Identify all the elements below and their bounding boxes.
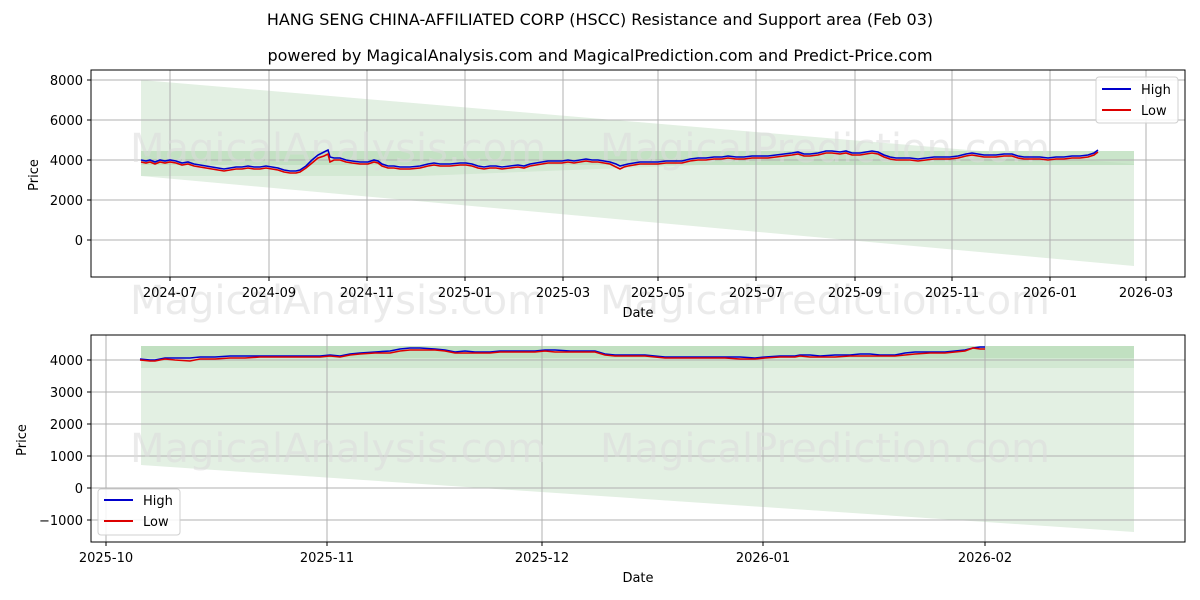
x-tick-label: 2024-11: [340, 286, 394, 301]
bottom-tick-marks: [87, 359, 986, 546]
chart-subtitle: powered by MagicalAnalysis.com and Magic…: [267, 46, 933, 65]
y-tick-label: −1000: [39, 514, 83, 529]
y-tick-label: 4000: [50, 354, 83, 369]
top-axes-frame: [90, 69, 1186, 278]
y-tick-label: 3000: [50, 386, 83, 401]
y-tick-label: 6000: [50, 114, 83, 129]
watermark-text: MagicalPrediction.com: [600, 278, 1050, 324]
y-tick-label: 0: [75, 482, 83, 497]
watermark-text: MagicalPrediction.com: [600, 126, 1050, 172]
y-tick-label: 8000: [50, 74, 83, 89]
x-tick-label: 2025-11: [925, 286, 979, 301]
x-axis-label: Date: [622, 571, 653, 586]
chart-title: HANG SENG CHINA-AFFILIATED CORP (HSCC) R…: [266, 10, 934, 29]
x-tick-label: 2026-02: [958, 551, 1012, 566]
top-light-band: [141, 80, 1134, 266]
x-tick-label: 2025-01: [438, 286, 492, 301]
bottom-grid: [91, 335, 1185, 542]
bottom-high-line: [139, 346, 985, 361]
top-grid: [91, 70, 1185, 277]
x-tick-label: 2026-01: [1023, 286, 1077, 301]
top-high-line: [140, 148, 1099, 172]
watermark-text: MagicalPrediction.com: [600, 426, 1050, 472]
legend-high-label: High: [1141, 83, 1171, 98]
bottom-axes-frame: [90, 334, 1186, 543]
x-tick-label: 2025-09: [828, 286, 882, 301]
watermark-text: MagicalAnalysis.com: [130, 278, 546, 324]
y-tick-label: 1000: [50, 450, 83, 465]
legend-low-label: Low: [1141, 104, 1167, 119]
bottom-chart: MagicalAnalysis.com MagicalPrediction.co…: [15, 334, 1186, 586]
x-tick-label: 2025-05: [631, 286, 685, 301]
x-tick-label: 2026-03: [1119, 286, 1173, 301]
x-tick-label: 2025-03: [536, 286, 590, 301]
bottom-low-line: [139, 347, 985, 362]
x-axis-label: Date: [622, 306, 653, 321]
y-axis-label: Price: [15, 424, 30, 456]
legend-low-label: Low: [143, 515, 169, 530]
top-dark-band-lower: [141, 165, 700, 176]
x-tick-label: 2025-10: [79, 551, 133, 566]
y-tick-label: 0: [75, 234, 83, 249]
y-tick-label: 2000: [50, 418, 83, 433]
x-tick-label: 2025-07: [729, 286, 783, 301]
x-tick-label: 2025-11: [300, 551, 354, 566]
x-tick-label: 2025-12: [515, 551, 569, 566]
top-tick-marks: [87, 79, 1147, 281]
x-tick-label: 2024-09: [242, 286, 296, 301]
watermark-text: MagicalAnalysis.com: [130, 426, 546, 472]
y-tick-label: 2000: [50, 194, 83, 209]
top-chart: MagicalAnalysis.com MagicalPrediction.co…: [27, 69, 1186, 324]
y-tick-label: 4000: [50, 154, 83, 169]
y-axis-label: Price: [27, 159, 42, 191]
x-tick-label: 2024-07: [143, 286, 197, 301]
top-legend: High Low: [1095, 76, 1179, 124]
top-dark-band: [141, 151, 1134, 165]
x-tick-label: 2026-01: [736, 551, 790, 566]
legend-high-label: High: [143, 494, 173, 509]
top-low-line: [140, 151, 1099, 174]
bottom-legend: High Low: [97, 488, 181, 536]
